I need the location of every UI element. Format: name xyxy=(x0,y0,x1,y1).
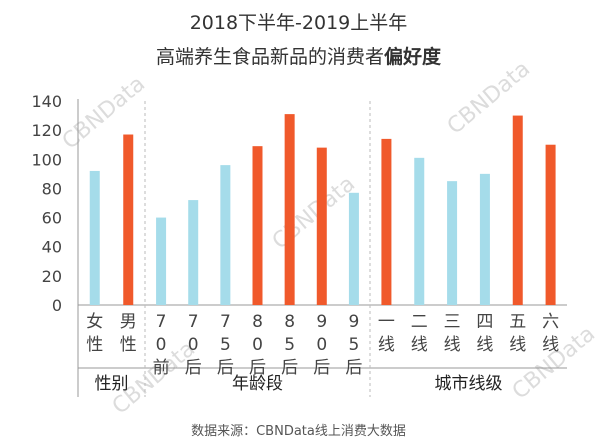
chart-title-line2: 高端养生食品新品的消费者偏好度 xyxy=(0,42,597,69)
x-tick-label-70前-0: 7 xyxy=(156,312,167,332)
bar-男性 xyxy=(123,134,134,305)
x-tick-label-四线-1: 线 xyxy=(476,335,493,355)
group-label-年龄段: 年龄段 xyxy=(232,374,283,394)
x-tick-label-70后-0: 7 xyxy=(188,312,199,332)
chart-source: 数据来源：CBNData线上消费大数据 xyxy=(191,424,406,439)
x-tick-label-70前-1: 0 xyxy=(156,335,167,355)
watermark-1: CBNData xyxy=(268,172,360,255)
x-tick-label-六线-0: 六 xyxy=(542,312,559,332)
bar-80后 xyxy=(252,146,263,305)
chart-title-line2-prefix: 高端养生食品新品的消费者 xyxy=(155,46,384,68)
y-tick-label-60: 60 xyxy=(42,209,62,228)
x-tick-label-一线-0: 一 xyxy=(378,312,395,332)
x-tick-label-75后-2: 后 xyxy=(217,358,234,378)
x-tick-label-75后-0: 7 xyxy=(220,312,231,332)
x-tick-label-95后-0: 9 xyxy=(349,312,360,332)
bar-90后 xyxy=(316,147,327,305)
bar-六线 xyxy=(545,144,556,305)
x-tick-label-90后-0: 9 xyxy=(316,312,327,332)
bar-85后 xyxy=(284,114,295,305)
watermark-4: CBNData xyxy=(508,322,597,405)
x-tick-label-四线-0: 四 xyxy=(476,312,493,332)
bar-三线 xyxy=(447,181,458,305)
group-label-城市线级: 城市线级 xyxy=(435,374,503,394)
y-tick-label-140: 140 xyxy=(31,92,62,111)
x-tick-label-80后-2: 后 xyxy=(249,358,266,378)
x-tick-label-女性-1: 性 xyxy=(86,335,103,355)
x-tick-label-90后-2: 后 xyxy=(313,358,330,378)
x-tick-label-三线-1: 线 xyxy=(444,335,461,355)
x-tick-label-男性-1: 性 xyxy=(120,335,137,355)
chart-title-line1: 2018下半年-2019上半年 xyxy=(189,12,408,34)
bar-95后 xyxy=(348,192,359,305)
x-tick-label-70前-2: 前 xyxy=(153,358,170,378)
x-tick-label-三线-0: 三 xyxy=(444,312,461,332)
x-tick-label-80后-0: 8 xyxy=(252,312,263,332)
x-tick-label-五线-1: 线 xyxy=(509,335,526,355)
y-tick-label-80: 80 xyxy=(42,179,62,198)
x-tick-label-95后-1: 5 xyxy=(349,335,360,355)
x-tick-label-90后-1: 0 xyxy=(316,335,327,355)
bar-70后 xyxy=(188,200,199,305)
x-tick-label-95后-2: 后 xyxy=(345,358,362,378)
x-tick-label-85后-1: 5 xyxy=(284,335,295,355)
x-tick-label-70后-1: 0 xyxy=(188,335,199,355)
chart-title-line2-bold: 偏好度 xyxy=(384,46,442,68)
bar-一线 xyxy=(381,138,392,305)
x-tick-label-女性-0: 女 xyxy=(86,312,103,332)
x-tick-label-二线-1: 线 xyxy=(411,335,428,355)
x-tick-label-75后-1: 5 xyxy=(220,335,231,355)
bar-四线 xyxy=(479,173,490,305)
bar-75后 xyxy=(220,165,231,305)
x-tick-label-二线-0: 二 xyxy=(411,312,428,332)
x-tick-label-男性-0: 男 xyxy=(120,312,137,332)
watermark-0: CBNData xyxy=(58,72,150,155)
x-tick-label-70后-2: 后 xyxy=(185,358,202,378)
x-tick-label-80后-1: 0 xyxy=(252,335,263,355)
x-tick-label-85后-0: 8 xyxy=(284,312,295,332)
x-tick-label-一线-1: 线 xyxy=(378,335,395,355)
x-tick-label-85后-2: 后 xyxy=(281,358,298,378)
y-tick-label-0: 0 xyxy=(52,296,62,315)
y-tick-label-40: 40 xyxy=(42,238,62,257)
bar-五线 xyxy=(512,115,523,305)
x-tick-label-六线-1: 线 xyxy=(542,335,559,355)
bar-二线 xyxy=(414,157,425,305)
bar-女性 xyxy=(89,170,100,305)
y-tick-label-100: 100 xyxy=(31,150,62,169)
bar-70前 xyxy=(156,217,167,305)
x-tick-label-五线-0: 五 xyxy=(509,312,526,332)
y-tick-label-120: 120 xyxy=(31,121,62,140)
y-tick-label-20: 20 xyxy=(42,267,62,286)
group-label-性别: 性别 xyxy=(95,374,129,394)
